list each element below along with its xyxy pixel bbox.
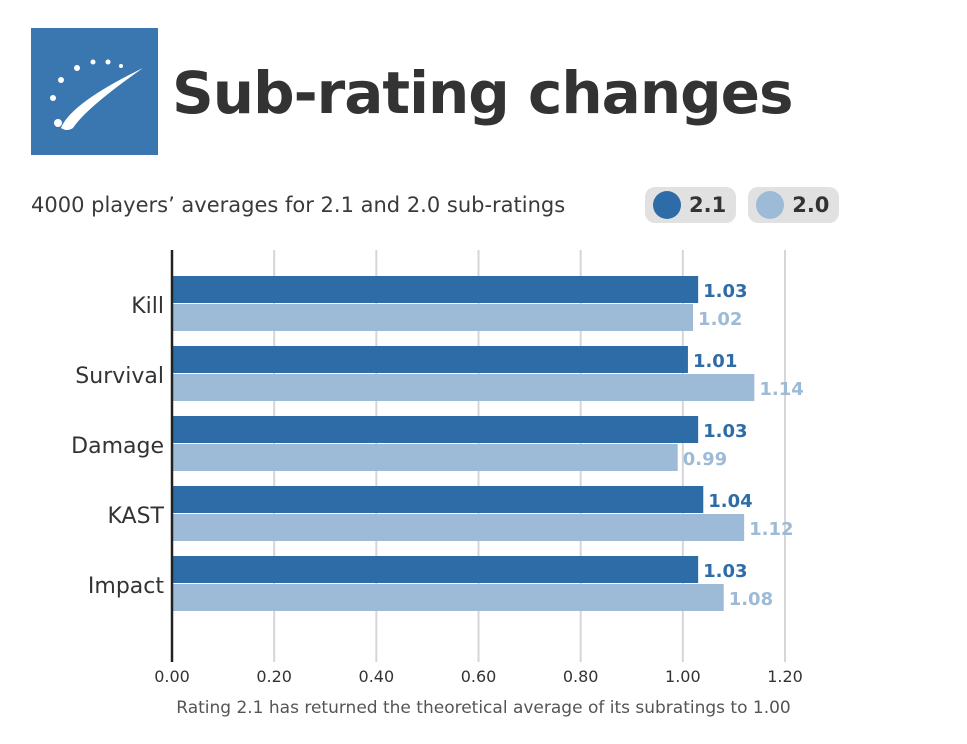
value-label: 1.03 [703, 561, 747, 582]
legend-label-2-1: 2.1 [689, 193, 727, 217]
value-label: 1.03 [703, 281, 747, 302]
bar [172, 444, 678, 471]
x-tick-label: 0.20 [256, 667, 292, 686]
page-title: Sub-rating changes [172, 59, 793, 127]
value-label: 1.08 [729, 589, 773, 610]
value-label: 1.12 [749, 519, 793, 540]
value-label: 1.14 [759, 379, 803, 400]
legend-item-2-0: 2.0 [748, 187, 840, 223]
x-tick-label: 0.40 [359, 667, 395, 686]
bar [172, 556, 699, 583]
x-tick-label: 0.00 [154, 667, 190, 686]
legend: 2.1 2.0 [645, 187, 840, 223]
category-label: Impact [88, 574, 164, 599]
value-label: 1.02 [698, 309, 742, 330]
x-tick-label: 1.20 [767, 667, 803, 686]
bar [172, 346, 688, 373]
logo-background [31, 28, 158, 155]
category-label: Damage [71, 434, 164, 459]
footnote: Rating 2.1 has returned the theoretical … [176, 698, 791, 718]
category-label: Kill [131, 294, 164, 319]
x-tick-label: 0.60 [461, 667, 497, 686]
value-label: 0.99 [683, 449, 727, 470]
value-label: 1.01 [693, 351, 737, 372]
bar [172, 276, 699, 303]
logo [31, 28, 158, 155]
x-tick-label: 0.80 [563, 667, 599, 686]
x-tick-label: 1.00 [665, 667, 701, 686]
legend-swatch-2-0 [756, 191, 785, 219]
legend-swatch-2-1 [653, 191, 681, 219]
value-label: 1.04 [708, 491, 752, 512]
bar [172, 416, 699, 443]
category-label: Survival [75, 364, 164, 389]
chart-subtitle: 4000 players’ averages for 2.1 and 2.0 s… [31, 193, 566, 217]
bar [172, 374, 755, 401]
bar [172, 304, 694, 331]
category-label: KAST [108, 504, 165, 529]
bar [172, 486, 704, 513]
legend-item-2-1: 2.1 [645, 187, 737, 223]
gauge-logo-icon [31, 28, 158, 155]
bar [172, 584, 724, 611]
bar [172, 514, 745, 541]
value-label: 1.03 [703, 421, 747, 442]
legend-label-2-0: 2.0 [792, 193, 830, 217]
